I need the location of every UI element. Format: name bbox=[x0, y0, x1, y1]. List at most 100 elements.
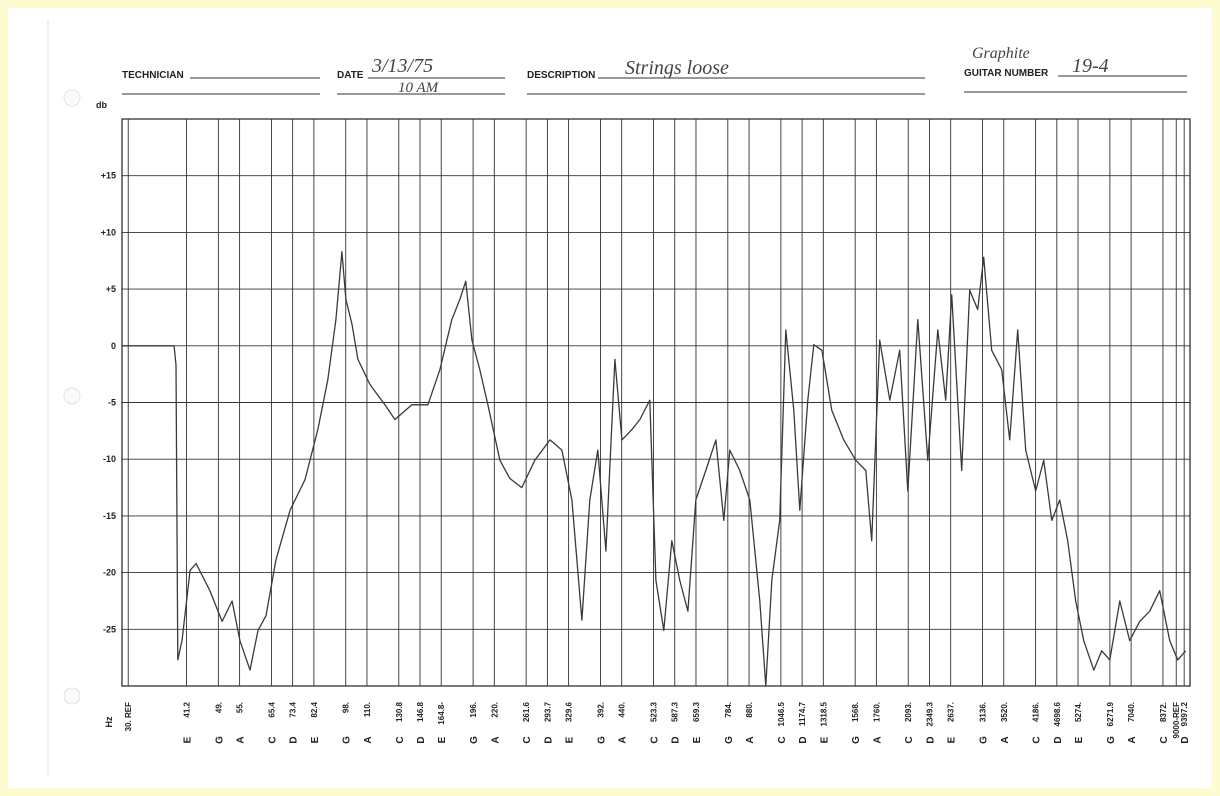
date-label: DATE bbox=[337, 70, 364, 81]
paper bbox=[8, 8, 1212, 788]
x-tick-label: 261.6 bbox=[522, 701, 531, 722]
x-tick-label: 2349.3 bbox=[925, 701, 934, 726]
x-tick-label: 9000-REF bbox=[1172, 702, 1181, 739]
x-note-label: A bbox=[490, 736, 501, 743]
x-tick-label: 523.3 bbox=[650, 701, 659, 722]
x-tick-label: 587.3 bbox=[671, 701, 680, 722]
x-tick-label: 7040. bbox=[1127, 702, 1136, 722]
y-tick-label: -10 bbox=[103, 454, 116, 464]
x-note-label: G bbox=[596, 736, 607, 744]
plot-area: +15 +10 +5 0 -5 -10 -15 -20 -25 30. REF 41.2 E 49. G 5… bbox=[101, 119, 1191, 744]
x-tick-label: 6271.9 bbox=[1106, 701, 1115, 726]
x-note-label: D bbox=[289, 736, 300, 743]
x-tick-label: 55. bbox=[236, 702, 245, 713]
x-note-label: A bbox=[236, 736, 247, 743]
x-note-label: C bbox=[395, 736, 406, 743]
x-tick-label: 196. bbox=[469, 702, 478, 718]
y-tick-label: -20 bbox=[103, 568, 116, 578]
x-note-label: C bbox=[904, 736, 915, 743]
x-tick-label: 30. REF bbox=[124, 702, 133, 731]
x-tick-label: 49. bbox=[214, 702, 223, 713]
x-note-label: D bbox=[1180, 736, 1191, 743]
x-tick-label: 82.4 bbox=[310, 701, 319, 717]
x-axis-label: Hz bbox=[104, 716, 114, 727]
x-note-label: C bbox=[650, 736, 661, 743]
y-tick-label: 0 bbox=[111, 341, 116, 351]
description-value: Strings loose bbox=[625, 57, 729, 79]
punch-hole bbox=[63, 687, 81, 705]
y-tick-label: -5 bbox=[108, 398, 116, 408]
y-tick-label: -15 bbox=[103, 511, 116, 521]
description-label: DESCRIPTION bbox=[527, 70, 595, 81]
x-note-label: A bbox=[1127, 736, 1138, 743]
x-tick-label: 784. bbox=[724, 702, 733, 718]
x-note-label: C bbox=[1159, 736, 1170, 743]
x-note-label: D bbox=[925, 736, 936, 743]
guitar-label: GUITAR NUMBER bbox=[964, 68, 1049, 79]
x-note-label: A bbox=[1000, 736, 1011, 743]
x-tick-label: 329.6 bbox=[565, 701, 574, 722]
x-note-label: D bbox=[1053, 736, 1064, 743]
x-tick-label: 5274. bbox=[1074, 702, 1083, 722]
x-tick-label: 3520. bbox=[1000, 702, 1009, 722]
response-trace bbox=[122, 251, 1187, 687]
time-value: 10 AM bbox=[398, 80, 440, 96]
x-tick-label: 1174.7 bbox=[798, 701, 807, 726]
form-header: TECHNICIAN DATE 3/13/75 10 AM DESCRIPTIO… bbox=[122, 45, 1187, 96]
x-tick-label: 164.8- bbox=[437, 702, 446, 725]
x-note-label: C bbox=[522, 736, 533, 743]
x-note-label: C bbox=[1032, 736, 1043, 743]
x-note-label: C bbox=[777, 736, 788, 743]
x-note-label: G bbox=[469, 736, 480, 744]
x-note-label: G bbox=[979, 736, 990, 744]
x-note-label: A bbox=[745, 736, 756, 743]
x-tick-label: 130.8 bbox=[395, 701, 404, 722]
x-note-label: E bbox=[565, 736, 576, 743]
x-note-label: E bbox=[310, 736, 321, 743]
x-note-label: E bbox=[692, 736, 703, 743]
x-tick-label: 1760. bbox=[872, 702, 881, 722]
guitar-value: 19-4 bbox=[1072, 55, 1109, 77]
date-value: 3/13/75 bbox=[371, 55, 433, 77]
y-tick-label: +5 bbox=[106, 284, 116, 294]
x-tick-label: 73.4 bbox=[289, 701, 298, 717]
x-note-label: G bbox=[1106, 736, 1117, 744]
x-tick-label: 3136. bbox=[979, 702, 988, 722]
x-note-label: A bbox=[363, 736, 374, 743]
y-axis-label: db bbox=[96, 100, 107, 110]
x-tick-label: 392. bbox=[596, 702, 605, 718]
x-tick-label: 41.2 bbox=[183, 701, 192, 717]
x-tick-label: 2093. bbox=[904, 702, 913, 722]
guitar-note: Graphite bbox=[972, 45, 1030, 62]
x-tick-label: 146.8 bbox=[416, 701, 425, 722]
x-tick-label: 659.3 bbox=[692, 701, 701, 722]
x-note-label: A bbox=[872, 736, 883, 743]
x-note-label: A bbox=[618, 736, 629, 743]
x-note-label: E bbox=[819, 736, 830, 743]
x-note-label: E bbox=[183, 736, 194, 743]
y-tick-label: +15 bbox=[101, 171, 116, 181]
y-tick-label: -25 bbox=[103, 624, 116, 634]
x-tick-label: 98. bbox=[342, 702, 351, 713]
x-tick-label: 2637. bbox=[947, 702, 956, 722]
x-note-label: D bbox=[671, 736, 682, 743]
x-note-label: D bbox=[798, 736, 809, 743]
x-tick-label: 65.4 bbox=[267, 701, 276, 717]
x-tick-label: 1568. bbox=[851, 702, 860, 722]
technician-label: TECHNICIAN bbox=[122, 70, 184, 81]
x-tick-label: 4698.6 bbox=[1053, 701, 1062, 726]
x-note-label: G bbox=[214, 736, 225, 744]
y-tick-label: +10 bbox=[101, 227, 116, 237]
x-tick-label: 440. bbox=[618, 702, 627, 718]
x-note-label: D bbox=[543, 736, 554, 743]
x-tick-label: 8372. bbox=[1159, 702, 1168, 722]
x-tick-label: 110. bbox=[363, 702, 372, 717]
x-note-label: E bbox=[947, 736, 958, 743]
x-tick-label: 1318.5 bbox=[819, 701, 828, 726]
x-note-label: D bbox=[416, 736, 427, 743]
punch-hole bbox=[63, 89, 81, 107]
x-tick-label: 880. bbox=[745, 702, 754, 718]
x-note-label: G bbox=[342, 736, 353, 744]
punch-hole bbox=[63, 387, 81, 405]
